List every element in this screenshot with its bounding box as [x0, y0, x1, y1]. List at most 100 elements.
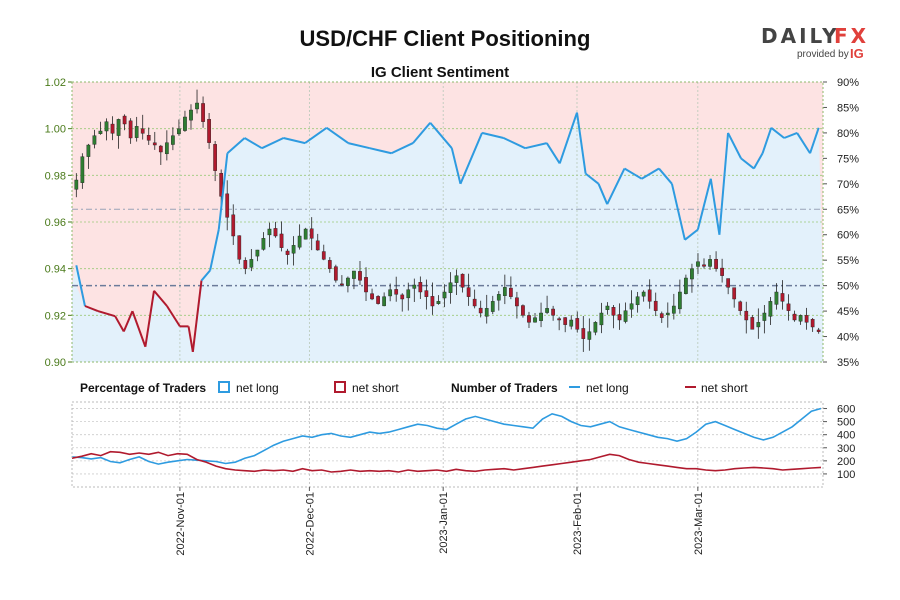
- chart-title: USD/CHF Client Positioning: [300, 26, 591, 51]
- candle-up: [116, 119, 121, 136]
- series-net-long: [72, 407, 822, 465]
- percent-tick-label: 40%: [837, 332, 859, 344]
- candle-up: [629, 303, 634, 310]
- count-tick-label: 400: [837, 430, 855, 442]
- candle-up: [684, 277, 688, 294]
- sentiment-segment: [217, 153, 229, 230]
- candle-up: [454, 275, 459, 283]
- candle-up: [696, 261, 700, 267]
- candle-up: [346, 277, 350, 286]
- candle-up: [134, 126, 139, 138]
- candle-down: [309, 228, 314, 239]
- candle-down: [140, 128, 145, 134]
- sentiment-segment: [97, 310, 116, 318]
- sentiment-segment: [261, 137, 284, 150]
- percent-tick-label: 85%: [837, 102, 859, 114]
- candle-down: [201, 103, 205, 122]
- count-tick-label: 100: [837, 469, 855, 481]
- price-sentiment-panel: 0.90 0.92 0.94 0.96 0.98 1.00 1.02 35% 40% 45% 50…: [45, 77, 860, 369]
- price-tick-label: 0.92: [45, 310, 66, 322]
- date-tick-label: 2023-Mar-01: [693, 492, 705, 555]
- date-tick-label: 2023-Jan-01: [438, 492, 450, 554]
- candle-down: [521, 305, 525, 316]
- sentiment-segment: [166, 305, 181, 327]
- legend-num-short-label: net short: [701, 381, 748, 395]
- candle-down: [720, 267, 724, 276]
- sentiment-segment: [226, 137, 246, 155]
- trader-count-grid: [72, 402, 823, 487]
- count-tick-label: 200: [837, 456, 855, 468]
- candle-up: [291, 245, 296, 254]
- candle-down: [333, 266, 338, 281]
- price-tick-label: 0.98: [45, 170, 66, 182]
- candle-up: [593, 322, 598, 333]
- sentiment-segment: [623, 167, 643, 180]
- candle-up: [382, 296, 386, 307]
- candle-up: [195, 102, 199, 110]
- candle-up: [104, 121, 109, 132]
- percent-tick-label: 80%: [837, 128, 859, 140]
- candle-up: [502, 287, 507, 296]
- sentiment-segment: [503, 137, 526, 150]
- legend-num-long-label: net long: [586, 381, 629, 395]
- logo-daily-text: DAILY: [761, 24, 840, 48]
- sentiment-segment: [481, 131, 504, 139]
- percent-tick-label: 50%: [837, 281, 859, 293]
- candle-up: [496, 294, 501, 301]
- sentiment-segment: [348, 142, 371, 150]
- sentiment-segment: [412, 122, 431, 144]
- legend-pct-short-label: net short: [352, 381, 399, 395]
- legend-pct-short-swatch: [334, 381, 346, 393]
- candle-up: [183, 116, 187, 131]
- candle-down: [279, 233, 284, 248]
- candle-up: [352, 270, 356, 279]
- candle-down: [285, 250, 290, 255]
- sentiment-segment: [131, 310, 147, 348]
- candle-down: [340, 283, 344, 286]
- sentiment-segment: [770, 127, 785, 139]
- candle-down: [702, 264, 706, 267]
- candle-down: [647, 289, 652, 302]
- sentiment-segment: [597, 183, 609, 205]
- sentiment-segment: [753, 152, 764, 170]
- candle-up: [635, 296, 640, 306]
- sentiment-segment: [450, 147, 462, 185]
- logo-ig: IG: [850, 46, 864, 61]
- chart-subtitle: IG Client Sentiment: [371, 64, 509, 81]
- candle-up: [708, 259, 712, 267]
- candle-down: [527, 315, 531, 323]
- candle-up: [798, 315, 803, 322]
- candle-down: [158, 145, 163, 153]
- candle-up: [267, 228, 272, 236]
- sentiment-lines: [75, 112, 820, 352]
- price-tick-label: 1.02: [45, 77, 66, 89]
- candle-down: [726, 278, 731, 288]
- candle-up: [756, 322, 761, 328]
- candle-up: [762, 312, 767, 321]
- candle-down: [400, 294, 405, 300]
- candle-down: [732, 287, 737, 300]
- sentiment-segment: [696, 178, 712, 230]
- sentiment-segment: [545, 142, 561, 164]
- candle-up: [768, 301, 773, 317]
- candle-down: [358, 271, 362, 281]
- candle-up: [86, 144, 91, 157]
- candle-down: [563, 317, 568, 325]
- candle-down: [110, 123, 115, 134]
- candle-down: [557, 318, 562, 321]
- candle-down: [792, 313, 797, 321]
- candle-down: [315, 240, 320, 251]
- candle-down: [804, 315, 809, 323]
- candle-down: [551, 308, 555, 316]
- candle-up: [545, 308, 549, 313]
- sentiment-segment: [191, 280, 203, 352]
- candle-up: [533, 317, 537, 323]
- percent-tick-label: 90%: [837, 77, 859, 89]
- candle-up: [406, 289, 411, 299]
- candle-up: [436, 301, 441, 304]
- sentiment-segment: [558, 112, 578, 164]
- candle-up: [641, 291, 646, 297]
- percent-axis-right: 35% 40% 45% 50% 55% 60% 65% 70% 75% 80% 85% 90%: [823, 77, 859, 369]
